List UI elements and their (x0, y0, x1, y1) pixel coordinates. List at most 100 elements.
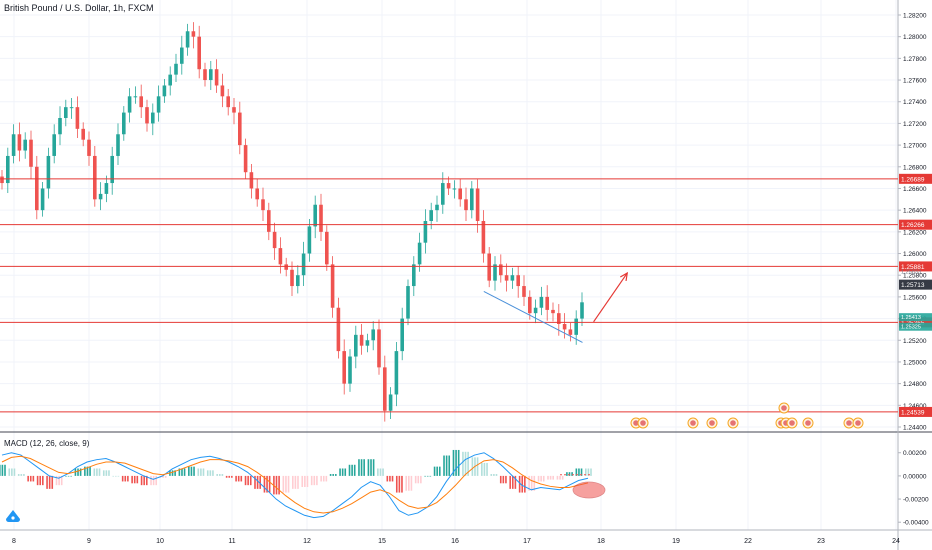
macd-histogram-bar (65, 475, 67, 477)
macd-histogram-bar (93, 468, 96, 476)
candle-body (145, 107, 149, 124)
candle-body (417, 242, 422, 265)
candle-body (406, 286, 410, 319)
macd-indicator-label: MACD (12, 26, close, 9) (4, 439, 90, 448)
candle-body (243, 145, 248, 173)
price-tag-small-label: 1.25833 (901, 270, 921, 276)
flag-icon (846, 420, 852, 426)
macd-histogram-bar (533, 475, 536, 491)
candle-body (0, 176, 4, 184)
macd-histogram-bar (174, 470, 176, 476)
macd-histogram-bar (183, 468, 186, 476)
candle-body (214, 69, 219, 86)
signal-line (1, 455, 589, 514)
macd-histogram-bar (452, 449, 455, 476)
candle-body (446, 183, 451, 189)
macd-histogram-bar (212, 470, 214, 476)
macd-histogram-bar (4, 464, 6, 476)
macd-histogram-bar (344, 468, 347, 476)
candle-body (539, 296, 544, 308)
macd-histogram-bar (547, 475, 549, 480)
flag-icon (690, 420, 696, 426)
macd-histogram-bar (313, 475, 316, 486)
tradingview-logo-icon (6, 510, 20, 522)
macd-histogram-bar (457, 449, 460, 476)
macd-histogram-bar (433, 466, 436, 476)
macd-histogram-bar (67, 475, 70, 477)
macd-histogram-bar (540, 475, 542, 482)
macd-histogram-bar (505, 475, 507, 484)
candle-body (452, 188, 457, 190)
macd-histogram-bar (417, 475, 420, 484)
candle-body (29, 139, 33, 167)
macd-histogram-bar (424, 475, 426, 477)
candle-body (261, 199, 265, 211)
candle-body (122, 112, 126, 135)
macd-histogram-bar (306, 475, 309, 488)
price-tick-label: 1.25600 (903, 294, 927, 301)
candle-body (203, 69, 207, 81)
descending-trendline (483, 291, 583, 343)
macd-histogram-bar (518, 475, 521, 493)
macd-histogram-bar (351, 464, 353, 476)
candle-body (330, 264, 335, 308)
macd-histogram-bar (225, 475, 228, 478)
candle-body (551, 309, 555, 314)
candle-body (533, 307, 538, 314)
macd-tick-label: -0.00400 (903, 520, 929, 527)
macd-histogram-bar (55, 475, 58, 486)
price-tick-label: 1.27200 (903, 121, 927, 128)
candle-body (359, 334, 364, 346)
candle-body (75, 107, 80, 129)
candle-body (232, 107, 236, 113)
macd-histogram-bar (341, 468, 344, 476)
macd-histogram-bar (112, 475, 115, 477)
macd-histogram-bar (462, 451, 464, 476)
macd-histogram-bar (379, 468, 382, 476)
price-tick-label: 1.26600 (903, 186, 927, 193)
symbol-title: British Pound / U.S. Dollar, 1h, FXCM (4, 3, 154, 13)
candle-body (162, 85, 167, 97)
candle-body (301, 253, 306, 276)
candle-body (116, 134, 120, 156)
date-tick-label: 22 (744, 538, 752, 545)
macd-histogram-bar (426, 475, 429, 477)
macd-histogram-bar (420, 475, 422, 484)
macd-histogram-bar (202, 468, 205, 476)
candle-body (104, 183, 109, 194)
macd-histogram-bar (216, 474, 218, 476)
date-tick-label: 11 (228, 538, 235, 545)
candle-body (156, 96, 161, 113)
candle-body (191, 31, 196, 37)
candle-body (98, 193, 103, 200)
date-tick-label: 16 (451, 538, 459, 545)
candle-body (23, 139, 27, 151)
macd-histogram-bar (304, 475, 306, 488)
price-tick-label: 1.28200 (903, 13, 927, 20)
macd-histogram-bar (438, 466, 441, 476)
macd-histogram-bar (530, 475, 533, 491)
candle-body (458, 188, 462, 200)
flag-icon (730, 420, 736, 426)
candle-body (545, 296, 549, 310)
price-tick-label: 1.26200 (903, 229, 927, 236)
candle-body (383, 367, 387, 411)
candle-body (185, 31, 190, 48)
macd-histogram-bar (247, 475, 249, 486)
candle-body (11, 134, 16, 156)
candle-body (568, 329, 573, 335)
macd-highlight-ellipse (572, 481, 606, 499)
macd-histogram-bar (143, 475, 145, 486)
price-tick-label: 1.25200 (903, 338, 927, 345)
macd-histogram-bar (297, 475, 299, 489)
macd-histogram-bar (235, 475, 237, 482)
date-tick-label: 9 (87, 538, 91, 545)
price-tick-label: 1.25000 (903, 359, 927, 366)
macd-histogram-bar (1, 464, 4, 476)
candle-body (342, 351, 346, 384)
price-level-label: 1.25881 (901, 264, 925, 271)
projection-arrow-head (619, 271, 629, 282)
macd-histogram-bar (502, 475, 505, 484)
macd-histogram-bar (455, 449, 457, 476)
